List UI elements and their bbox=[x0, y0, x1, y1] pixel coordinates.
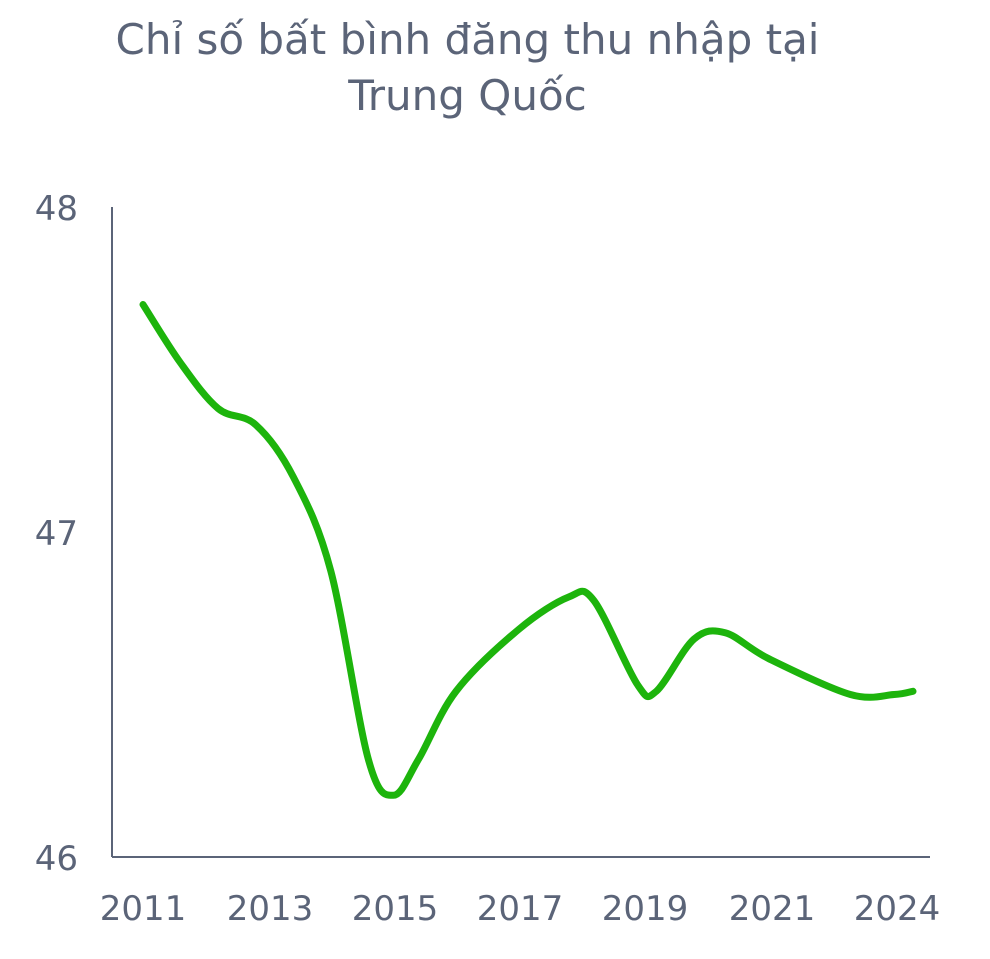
x-tick-labels: 2011 2013 2015 2017 2019 2021 2024 bbox=[100, 889, 941, 929]
x-tick-label-2019: 2019 bbox=[602, 889, 689, 929]
y-tick-label-48: 48 bbox=[35, 189, 78, 229]
series-layer bbox=[139, 301, 917, 799]
x-tick-label-2021: 2021 bbox=[729, 889, 816, 929]
y-tick-label-46: 46 bbox=[35, 839, 78, 879]
x-tick-label-2017: 2017 bbox=[477, 889, 564, 929]
x-tick-label-2013: 2013 bbox=[227, 889, 314, 929]
y-tick-label-47: 47 bbox=[35, 514, 78, 554]
series-line-0 bbox=[139, 301, 917, 799]
chart-title-line-2: Trung Quốc bbox=[348, 71, 587, 120]
x-tick-label-2024: 2024 bbox=[854, 889, 941, 929]
x-tick-label-2015: 2015 bbox=[352, 889, 439, 929]
chart-title: Chỉ số bất bình đăng thu nhập tại Trung … bbox=[0, 12, 935, 124]
x-tick-label-2011: 2011 bbox=[100, 889, 187, 929]
axes bbox=[111, 207, 930, 858]
chart-title-line-1: Chỉ số bất bình đăng thu nhập tại bbox=[115, 15, 820, 64]
y-tick-labels: 48 47 46 bbox=[35, 189, 78, 879]
